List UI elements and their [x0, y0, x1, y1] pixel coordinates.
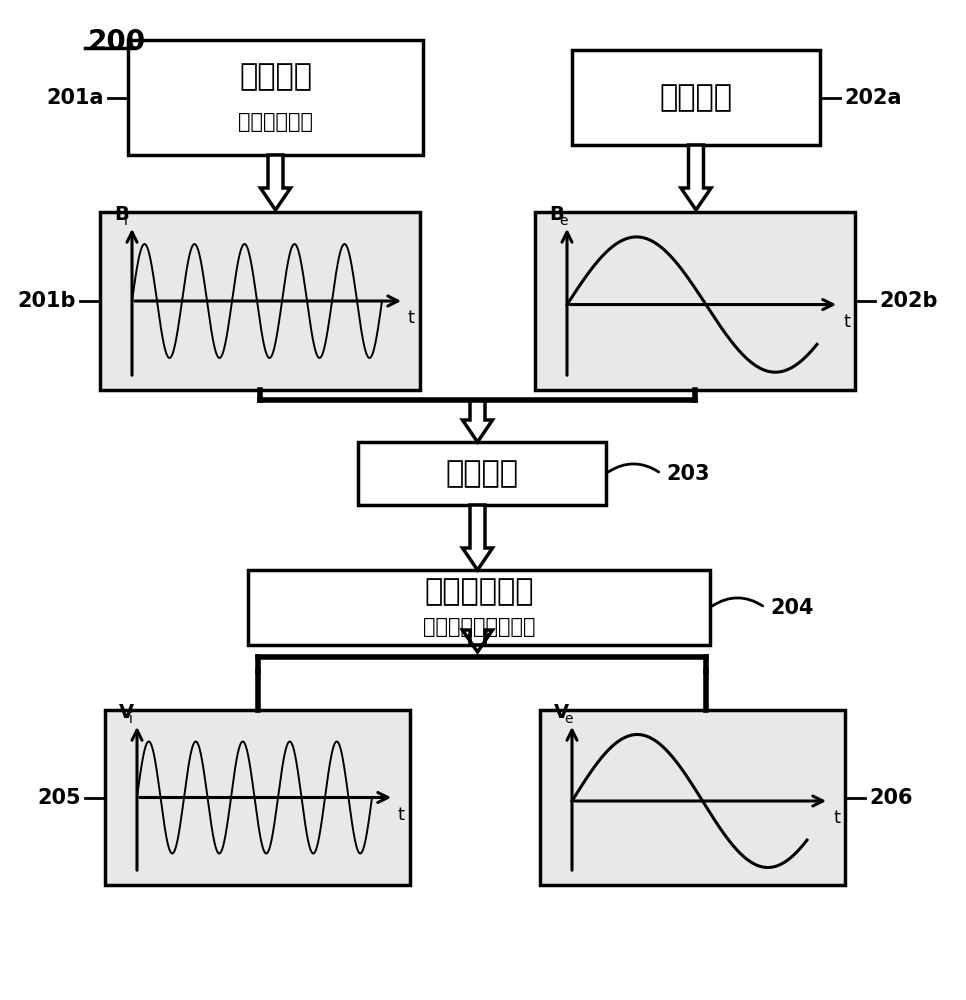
Text: B: B	[549, 205, 564, 224]
Text: 205: 205	[38, 788, 81, 808]
Text: V: V	[554, 703, 569, 722]
Bar	[100, 212, 420, 390]
Text: 201b: 201b	[17, 291, 76, 311]
Text: V: V	[119, 703, 134, 722]
Polygon shape	[463, 630, 493, 652]
Text: 201a: 201a	[46, 88, 104, 107]
Text: t: t	[843, 313, 850, 331]
Polygon shape	[681, 145, 711, 210]
Text: 203: 203	[666, 464, 709, 484]
Polygon shape	[463, 400, 493, 442]
Text: 200: 200	[88, 28, 146, 56]
Text: 204: 204	[770, 597, 813, 617]
Bar	[572, 50, 820, 145]
Text: 自检线圈: 自检线圈	[239, 62, 312, 92]
Text: 高频白检电流: 高频白检电流	[238, 112, 313, 132]
Text: 202a: 202a	[844, 88, 901, 107]
Bar	[540, 710, 845, 885]
Polygon shape	[261, 155, 291, 210]
Bar	[358, 442, 606, 505]
Text: 白检信号和外场信号: 白检信号和外场信号	[423, 617, 535, 637]
Text: t: t	[833, 809, 840, 827]
Text: i: i	[129, 712, 133, 726]
Text: 磁传感器: 磁传感器	[445, 459, 519, 488]
Text: 外部磁场: 外部磁场	[660, 83, 732, 112]
Text: e: e	[559, 214, 567, 228]
Text: e: e	[564, 712, 573, 726]
Text: 206: 206	[869, 788, 913, 808]
Text: 信号处理电路: 信号处理电路	[424, 578, 534, 606]
Bar	[128, 40, 423, 155]
Bar	[535, 212, 855, 390]
Polygon shape	[463, 505, 493, 570]
Text: t: t	[398, 806, 405, 824]
Text: 202b: 202b	[879, 291, 937, 311]
Bar	[105, 710, 410, 885]
Text: t: t	[408, 309, 415, 327]
Text: B: B	[114, 205, 128, 224]
Text: i: i	[124, 214, 128, 228]
Bar	[248, 570, 710, 645]
